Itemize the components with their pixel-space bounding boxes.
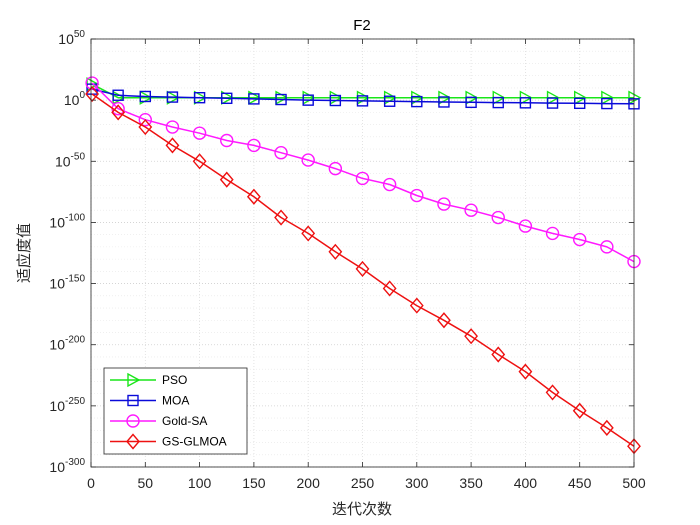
- data-point-marker: [220, 133, 234, 148]
- data-point-marker: [193, 91, 206, 104]
- legend-label: MOA: [162, 394, 189, 408]
- x-tick-label: 150: [242, 475, 266, 491]
- data-point-marker: [546, 97, 559, 109]
- data-point-marker: [491, 210, 505, 225]
- data-point-marker: [275, 93, 287, 106]
- y-tick-label: 10-100: [49, 212, 85, 230]
- data-point-marker: [301, 225, 316, 242]
- data-point-marker: [192, 153, 207, 170]
- y-tick-label: 10-200: [49, 335, 85, 353]
- data-point-marker: [574, 97, 586, 110]
- data-point-marker: [165, 120, 180, 134]
- data-point-marker: [382, 280, 397, 297]
- data-point-marker: [599, 419, 614, 436]
- data-point-marker: [573, 232, 587, 247]
- data-point-marker: [519, 97, 532, 109]
- data-point-marker: [411, 95, 423, 108]
- data-point-marker: [166, 91, 179, 103]
- data-point-marker: [437, 312, 451, 329]
- series-line: [91, 93, 635, 447]
- data-point-marker: [355, 260, 370, 277]
- x-tick-label: 0: [87, 475, 95, 491]
- y-tick-label: 100: [64, 90, 86, 108]
- x-axis-label: 迭代次数: [332, 500, 392, 518]
- data-point-marker: [383, 95, 396, 107]
- y-tick-label: 10-150: [49, 274, 85, 292]
- legend-label: Gold-SA: [162, 414, 207, 428]
- legend-marker: [127, 394, 139, 407]
- data-point-marker: [302, 94, 314, 106]
- legend-marker: [126, 433, 140, 450]
- data-point-marker: [601, 97, 613, 110]
- data-point-marker: [465, 96, 477, 109]
- data-point-marker: [382, 177, 397, 192]
- data-point-marker: [247, 138, 261, 153]
- x-tick-label: 500: [622, 475, 646, 491]
- data-point-marker: [518, 363, 533, 380]
- data-point-marker: [464, 328, 479, 345]
- data-point-marker: [628, 90, 642, 105]
- x-tick-label: 400: [514, 475, 538, 491]
- axis-ticks: 0 50 100 150 200 250 300 350 400 450 500 1050 100 10-…: [49, 29, 645, 491]
- series-gold-sa: [85, 76, 641, 269]
- legend-marker: [127, 372, 141, 388]
- y-tick-label: 10-250: [49, 396, 85, 414]
- legend-label: GS-GLMOA: [162, 435, 227, 449]
- data-point-marker: [246, 188, 261, 205]
- data-point-marker: [410, 188, 424, 203]
- data-point-marker: [329, 94, 342, 107]
- data-point-marker: [518, 219, 533, 233]
- y-tick-label: 10-50: [55, 151, 85, 169]
- legend: PSO MOA Gold-SA GS-GLMOA: [103, 367, 248, 455]
- x-tick-label: 300: [405, 475, 429, 491]
- data-point-marker: [437, 197, 451, 211]
- data-point-marker: [545, 226, 560, 241]
- x-tick-label: 250: [351, 475, 375, 491]
- data-point-marker: [301, 153, 315, 167]
- x-tick-label: 450: [568, 475, 592, 491]
- legend-marker: [126, 414, 140, 428]
- data-point-marker: [138, 113, 153, 127]
- data-point-marker: [192, 126, 207, 140]
- data-point-marker: [85, 76, 99, 90]
- data-point-marker: [248, 93, 260, 105]
- data-point-marker: [274, 209, 288, 226]
- legend-label: PSO: [162, 373, 187, 387]
- x-tick-label: 100: [188, 475, 212, 491]
- y-axis-label: 适应度值: [15, 223, 33, 283]
- data-point-marker: [85, 85, 100, 103]
- data-point-marker: [274, 146, 288, 160]
- data-point-marker: [355, 171, 370, 186]
- data-point-marker: [221, 92, 233, 105]
- x-tick-label: 350: [459, 475, 483, 491]
- data-point-marker: [545, 384, 560, 401]
- data-point-marker: [139, 90, 152, 103]
- data-point-marker: [438, 96, 450, 108]
- y-tick-label: 1050: [58, 29, 85, 47]
- data-point-marker: [356, 95, 369, 107]
- x-tick-label: 50: [138, 475, 154, 491]
- data-point-marker: [464, 203, 478, 217]
- data-point-marker: [111, 104, 126, 121]
- data-point-marker: [491, 346, 506, 363]
- y-tick-label: 10-300: [49, 457, 85, 475]
- data-point-marker: [409, 297, 424, 314]
- data-point-marker: [601, 90, 615, 105]
- series-line: [91, 82, 635, 263]
- data-point-marker: [328, 243, 343, 260]
- series-line: [91, 88, 635, 105]
- data-point-marker: [138, 118, 153, 136]
- x-tick-label: 200: [297, 475, 321, 491]
- data-point-marker: [112, 89, 124, 101]
- data-point-marker: [328, 161, 343, 176]
- chart-title: F2: [353, 17, 371, 34]
- series-moa: [86, 83, 640, 110]
- data-point-marker: [492, 96, 504, 109]
- data-point-marker: [219, 171, 234, 188]
- data-point-marker: [572, 402, 587, 419]
- data-point-marker: [165, 137, 180, 154]
- data-point-marker: [600, 240, 614, 254]
